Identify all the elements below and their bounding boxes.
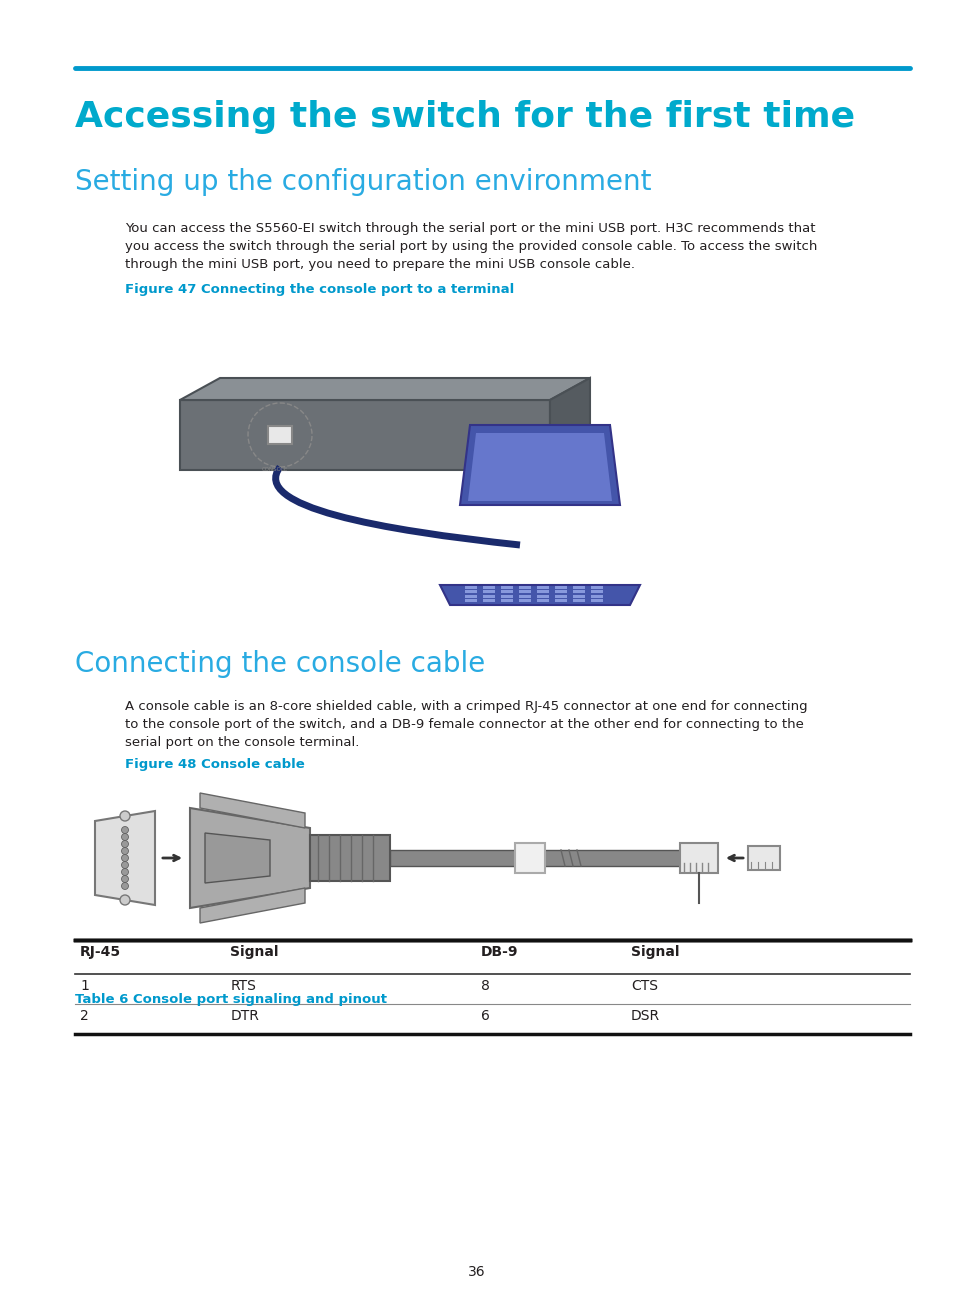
FancyBboxPatch shape xyxy=(500,585,513,589)
Text: DSR: DSR xyxy=(631,1009,659,1024)
FancyBboxPatch shape xyxy=(518,594,531,598)
FancyBboxPatch shape xyxy=(573,590,584,593)
Text: 1: 1 xyxy=(80,980,89,992)
Text: 6: 6 xyxy=(480,1009,489,1024)
Circle shape xyxy=(121,841,129,848)
FancyBboxPatch shape xyxy=(555,585,566,589)
Text: Setting up the configuration environment: Setting up the configuration environment xyxy=(75,168,651,195)
FancyBboxPatch shape xyxy=(537,585,548,589)
FancyBboxPatch shape xyxy=(310,835,390,881)
FancyBboxPatch shape xyxy=(590,585,602,589)
FancyBboxPatch shape xyxy=(482,599,495,602)
Text: You can access the S5560-EI switch through the serial port or the mini USB port.: You can access the S5560-EI switch throu… xyxy=(125,223,815,236)
Text: through the mini USB port, you need to prepare the mini USB console cable.: through the mini USB port, you need to p… xyxy=(125,258,635,270)
Circle shape xyxy=(121,868,129,876)
Circle shape xyxy=(121,827,129,833)
Text: Connecting the console cable: Connecting the console cable xyxy=(75,650,485,678)
FancyBboxPatch shape xyxy=(500,590,513,593)
FancyBboxPatch shape xyxy=(464,585,476,589)
Text: CONSOLE: CONSOLE xyxy=(262,467,288,472)
FancyBboxPatch shape xyxy=(747,846,780,870)
Circle shape xyxy=(121,876,129,883)
Circle shape xyxy=(120,811,130,820)
FancyBboxPatch shape xyxy=(518,585,531,589)
FancyBboxPatch shape xyxy=(482,590,495,593)
FancyBboxPatch shape xyxy=(590,590,602,593)
Text: 8: 8 xyxy=(480,980,489,992)
Polygon shape xyxy=(205,833,270,883)
Circle shape xyxy=(121,862,129,868)
Text: RTS: RTS xyxy=(230,980,256,992)
Text: A console cable is an 8-core shielded cable, with a crimped RJ-45 connector at o: A console cable is an 8-core shielded ca… xyxy=(125,700,807,713)
Circle shape xyxy=(121,854,129,862)
Polygon shape xyxy=(200,793,305,828)
Polygon shape xyxy=(439,585,639,606)
Polygon shape xyxy=(459,424,619,505)
Text: Figure 47 Connecting the console port to a terminal: Figure 47 Connecting the console port to… xyxy=(125,283,514,296)
FancyBboxPatch shape xyxy=(500,599,513,602)
Circle shape xyxy=(120,895,130,905)
FancyBboxPatch shape xyxy=(555,594,566,598)
FancyBboxPatch shape xyxy=(482,594,495,598)
FancyBboxPatch shape xyxy=(590,599,602,602)
Text: Table 6 Console port signaling and pinout: Table 6 Console port signaling and pinou… xyxy=(75,992,387,1005)
FancyBboxPatch shape xyxy=(390,850,679,866)
FancyBboxPatch shape xyxy=(573,594,584,598)
FancyBboxPatch shape xyxy=(180,400,550,470)
Text: 36: 36 xyxy=(468,1266,485,1278)
Text: to the console port of the switch, and a DB-9 female connector at the other end : to the console port of the switch, and a… xyxy=(125,718,803,731)
FancyBboxPatch shape xyxy=(537,590,548,593)
Text: Accessing the switch for the first time: Accessing the switch for the first time xyxy=(75,100,854,135)
FancyBboxPatch shape xyxy=(500,594,513,598)
Text: Signal: Signal xyxy=(230,945,278,959)
FancyBboxPatch shape xyxy=(555,599,566,602)
FancyBboxPatch shape xyxy=(518,599,531,602)
Text: Signal: Signal xyxy=(631,945,679,959)
FancyBboxPatch shape xyxy=(537,599,548,602)
Polygon shape xyxy=(468,433,612,501)
FancyBboxPatch shape xyxy=(464,590,476,593)
Circle shape xyxy=(121,848,129,854)
FancyBboxPatch shape xyxy=(537,594,548,598)
Text: DB-9: DB-9 xyxy=(480,945,517,959)
FancyBboxPatch shape xyxy=(518,590,531,593)
FancyBboxPatch shape xyxy=(482,585,495,589)
FancyBboxPatch shape xyxy=(464,599,476,602)
FancyBboxPatch shape xyxy=(573,599,584,602)
Text: CTS: CTS xyxy=(631,980,658,992)
FancyBboxPatch shape xyxy=(590,594,602,598)
FancyBboxPatch shape xyxy=(464,594,476,598)
Polygon shape xyxy=(95,811,154,905)
Polygon shape xyxy=(180,378,589,400)
FancyBboxPatch shape xyxy=(515,842,544,873)
Polygon shape xyxy=(200,888,305,923)
Circle shape xyxy=(121,883,129,889)
Circle shape xyxy=(121,833,129,841)
Text: DTR: DTR xyxy=(230,1009,259,1024)
Text: 2: 2 xyxy=(80,1009,89,1024)
Polygon shape xyxy=(550,378,589,470)
Text: serial port on the console terminal.: serial port on the console terminal. xyxy=(125,736,359,749)
Text: RJ-45: RJ-45 xyxy=(80,945,121,959)
Text: Figure 48 Console cable: Figure 48 Console cable xyxy=(125,758,304,771)
Polygon shape xyxy=(190,807,310,908)
FancyBboxPatch shape xyxy=(268,426,292,444)
Text: you access the switch through the serial port by using the provided console cabl: you access the switch through the serial… xyxy=(125,239,817,254)
FancyBboxPatch shape xyxy=(573,585,584,589)
FancyBboxPatch shape xyxy=(679,842,718,873)
FancyBboxPatch shape xyxy=(555,590,566,593)
